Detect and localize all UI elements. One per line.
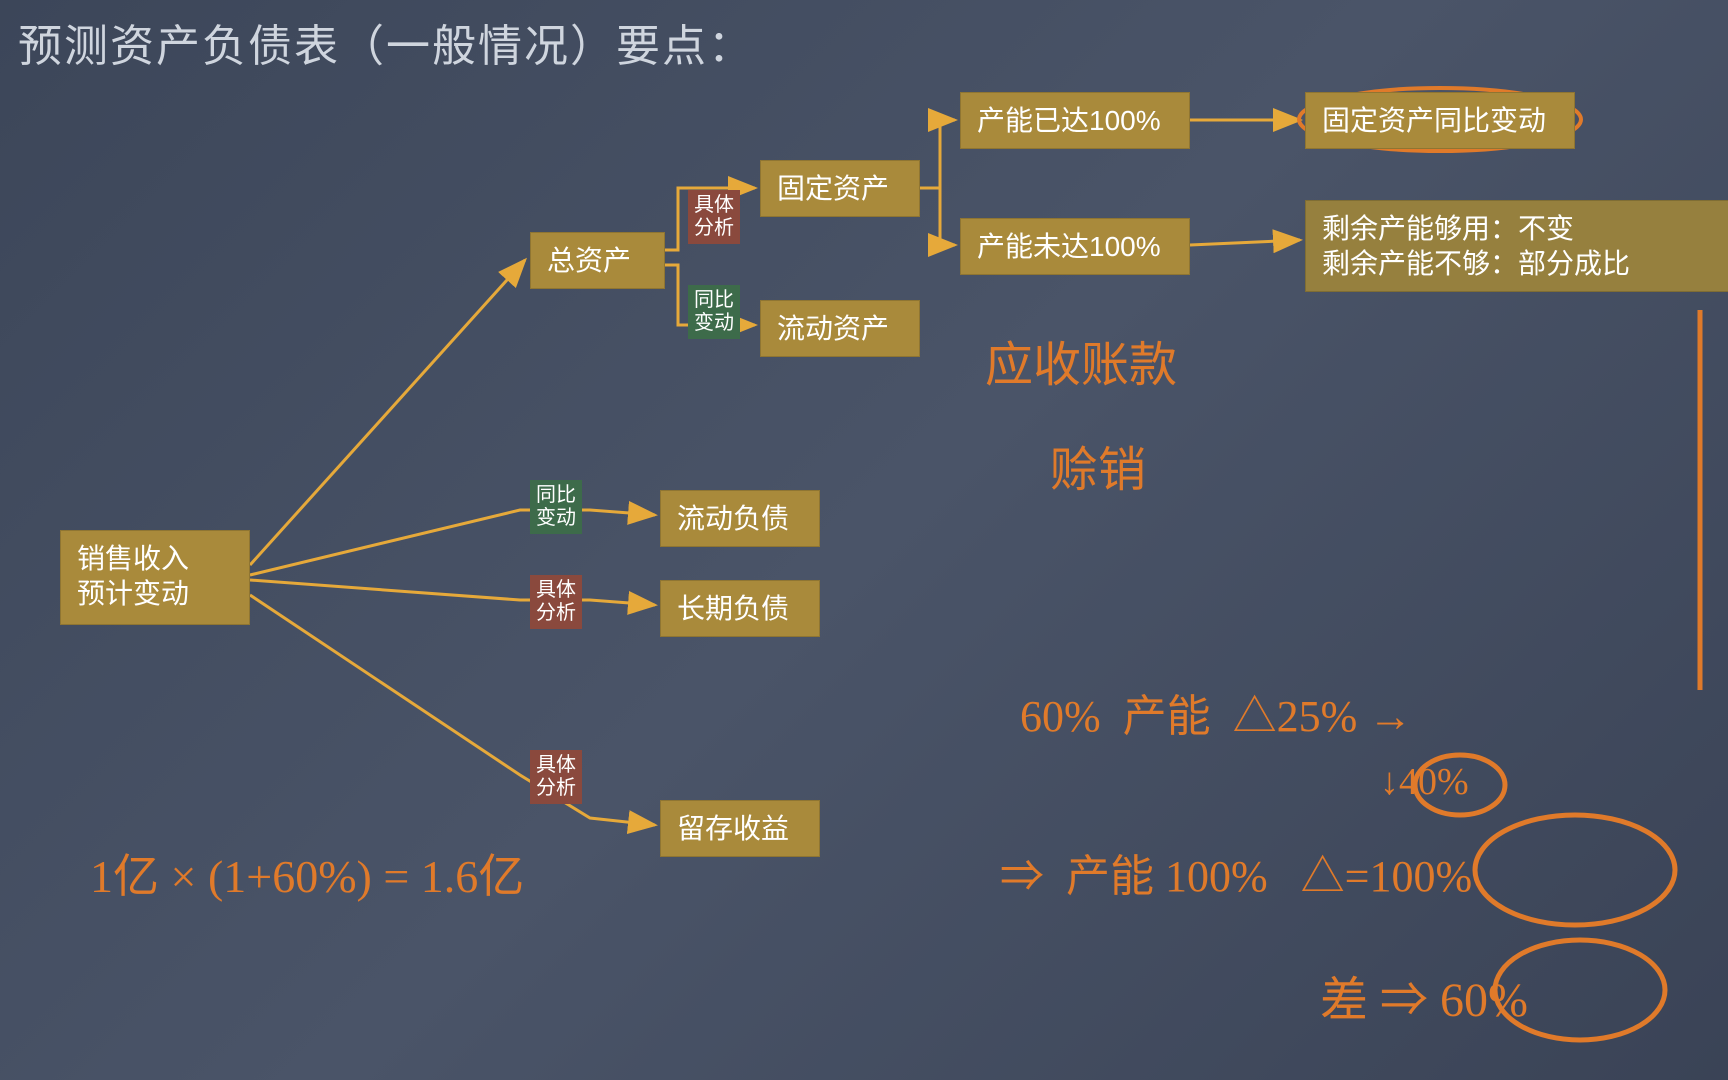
- node-curA: 流动资产: [760, 300, 920, 357]
- node-capLt: 产能未达100%: [960, 218, 1190, 275]
- node-fxchg: 固定资产同比变动: [1305, 92, 1575, 149]
- node-retain: 留存收益: [660, 800, 820, 857]
- handwriting-1: 赊销: [1050, 430, 1146, 500]
- node-longL: 长期负债: [660, 580, 820, 637]
- tag-t1: 具体 分析: [688, 190, 740, 244]
- handwriting-3: 60% 产能 △25% →: [1020, 680, 1412, 744]
- handwriting-5: ⇒ 产能 100% △=100%: [1000, 840, 1472, 904]
- handwriting-0: 应收账款: [985, 325, 1177, 395]
- node-assets: 总资产: [530, 232, 665, 289]
- tag-t5: 具体 分析: [530, 750, 582, 804]
- handwriting-6: 差 ⇒ 60%: [1320, 960, 1528, 1030]
- node-cap100: 产能已达100%: [960, 92, 1190, 149]
- node-curL: 流动负债: [660, 490, 820, 547]
- edge-fixed-capLt: [920, 188, 955, 245]
- edge-capLt-remain: [1190, 240, 1300, 245]
- tag-t3: 同比 变动: [530, 480, 582, 534]
- edge-fixed-cap100: [920, 120, 955, 188]
- page-title: 预测资产负债表（一般情况）要点：: [18, 10, 754, 74]
- node-remain: 剩余产能够用：不变 剩余产能不够：部分成比: [1305, 200, 1728, 292]
- edge-root-longL: [250, 580, 655, 605]
- handwriting-4: ↓40%: [1380, 760, 1469, 804]
- tag-t2: 同比 变动: [688, 285, 740, 339]
- edge-root-retain: [250, 595, 655, 825]
- diagram-canvas: { "title": "预测资产负债表（一般情况）要点：", "colors":…: [0, 0, 1728, 1080]
- handwriting-2: 1亿 × (1+60%) = 1.6亿: [90, 840, 524, 906]
- node-fixed: 固定资产: [760, 160, 920, 217]
- node-root: 销售收入 预计变动: [60, 530, 250, 625]
- edge-root-assets: [250, 260, 525, 565]
- edge-root-curL: [250, 510, 655, 575]
- tag-t4: 具体 分析: [530, 575, 582, 629]
